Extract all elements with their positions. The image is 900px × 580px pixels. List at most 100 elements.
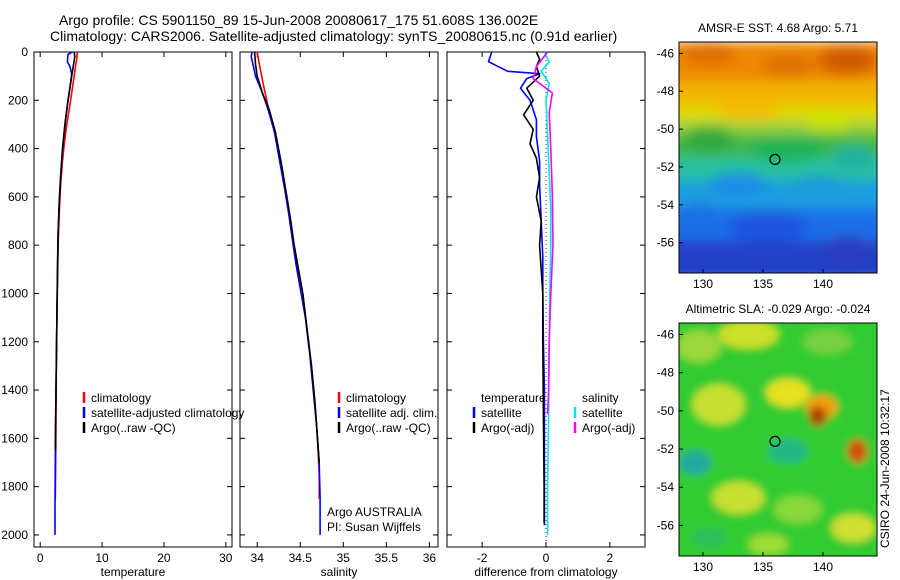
difference-xtick-label: 2 [607, 551, 614, 565]
temp-legend-2-label: Argo(..raw -QC) [91, 421, 176, 435]
sla-blob [831, 514, 876, 543]
sla-blob [808, 406, 827, 427]
depth-tick-label: 800 [8, 238, 28, 252]
sst-blob [682, 127, 735, 152]
sla-ytick-label: -48 [657, 366, 675, 380]
diff-legend-temp-sat-label: satellite [481, 406, 522, 420]
sla-ytick-label: -54 [657, 480, 675, 494]
salinity-xtick-label: 34.5 [289, 551, 313, 565]
sla-blob [712, 481, 765, 514]
sst-map-frame [678, 41, 878, 274]
sla-blob [767, 439, 808, 464]
argo-annotation-1: Argo AUSTRALIA [327, 505, 422, 519]
sla-blob [748, 534, 789, 555]
sla-map: 130 135 140 -46 -48 -50 -52 -54 -56 Altimetric SL… [657, 302, 878, 574]
sst-xtick-label: 140 [813, 277, 833, 291]
temperature-xtick-label: 30 [219, 551, 233, 565]
sst-ytick-label: -50 [657, 122, 675, 136]
diff-legend-temp-argo-label: Argo(-adj) [481, 421, 534, 435]
sla-ytick-label: -52 [657, 442, 675, 456]
temperature-xtick-label: 20 [157, 551, 171, 565]
salinity-series-argo-raw-qc- [253, 51, 320, 463]
salinity-series-satellite-adj-clim- [250, 51, 321, 535]
difference-series-temperature-argo-adj- [522, 51, 545, 523]
sla-map-title: Altimetric SLA: -0.029 Argo: -0.024 [686, 302, 871, 316]
sla-xtick-label: 130 [693, 560, 713, 574]
salinity-xlabel: salinity [321, 565, 358, 579]
salinity-xtick-label: 34 [251, 551, 265, 565]
sst-blob [831, 145, 876, 170]
depth-tick-label: 1200 [1, 335, 28, 349]
depth-tick-label: 1800 [1, 480, 28, 494]
salinity-xtick-label: 35.5 [375, 551, 399, 565]
depth-tick-label: 1400 [1, 383, 28, 397]
temperature-series-argo-raw-qc- [54, 51, 76, 451]
sst-map-title: AMSR-E SST: 4.68 Argo: 5.71 [698, 21, 858, 35]
sla-blob [773, 495, 822, 524]
sla-blob [765, 378, 810, 407]
depth-tick-label: 2000 [1, 528, 28, 542]
sla-map-frame [678, 322, 878, 557]
sla-blob [679, 450, 711, 475]
sst-xtick-label: 130 [693, 277, 713, 291]
sla-blob [690, 527, 727, 548]
sla-blob [679, 330, 721, 363]
sst-xtick-label: 135 [753, 277, 773, 291]
difference-xlabel: difference from climatology [474, 565, 617, 579]
sla-xtick-label: 135 [753, 560, 773, 574]
sst-blob [821, 235, 874, 264]
sla-blob [847, 439, 868, 464]
sst-ytick-label: -54 [657, 198, 675, 212]
depth-tick-label: 200 [8, 93, 28, 107]
sal-legend-1-label: satellite adj. clim. [346, 406, 437, 420]
argo-annotation-2: PI: Susan Wijffels [327, 520, 421, 534]
sst-ytick-label: -46 [657, 46, 675, 60]
sla-profile-marker [769, 435, 781, 448]
sst-blob [679, 203, 721, 228]
sal-legend-0-label: climatology [346, 391, 406, 405]
salinity-xtick-label: 36 [423, 551, 437, 565]
salinity-axes-frame [239, 51, 439, 548]
sst-blob [708, 173, 769, 198]
depth-tick-label: 1000 [1, 286, 28, 300]
difference-xtick-label: -2 [477, 551, 488, 565]
difference-xtick-label: 0 [543, 551, 550, 565]
sst-blob [728, 212, 809, 241]
sst-blob [718, 101, 779, 122]
sst-ytick-label: -52 [657, 160, 675, 174]
diff-legend-sal-sat-label: satellite [582, 406, 623, 420]
sla-ytick-label: -46 [657, 327, 675, 341]
sst-blob [761, 53, 814, 78]
temperature-xlabel: temperature [101, 565, 166, 579]
sst-blob [749, 134, 826, 163]
sst-blob [803, 110, 852, 131]
csiro-timestamp: CSIRO 24-Jun-2008 10:32:17 [878, 389, 892, 548]
salinity-xtick-label: 35 [337, 551, 351, 565]
depth-tick-label: 1600 [1, 431, 28, 445]
depth-tick-label: 600 [8, 190, 28, 204]
temperature-xtick-label: 10 [95, 551, 109, 565]
sla-xtick-label: 140 [813, 560, 833, 574]
difference-series-salinity-argo-adj- [532, 51, 554, 415]
temp-legend-0-label: climatology [91, 391, 151, 405]
sst-profile-marker [769, 153, 781, 165]
diff-legend-sal-title: salinity [582, 391, 619, 405]
climatology-subtitle: Climatology: CARS2006. Satellite-adjuste… [50, 28, 618, 44]
difference-series-temperature-satellite [487, 51, 546, 526]
sla-ytick-label: -56 [657, 518, 675, 532]
salinity-series-climatology [256, 51, 320, 499]
sla-blob [803, 329, 852, 354]
sla-ytick-label: -50 [657, 404, 675, 418]
sal-legend-2-label: Argo(..raw -QC) [346, 421, 431, 435]
temp-legend-1-label: satellite-adjusted climatology [91, 406, 244, 420]
sst-ytick-label: -56 [657, 236, 675, 250]
profile-title: Argo profile: CS 5901150_89 15-Jun-2008 … [59, 12, 539, 28]
sst-blob [791, 175, 844, 196]
sst-map: 130 135 140 -46 -48 -50 -52 -54 -56 AMSR-E SST: 4… [657, 21, 878, 291]
sst-ytick-label: -48 [657, 84, 675, 98]
sla-blob [718, 323, 779, 349]
sst-blob [680, 42, 737, 66]
depth-tick-label: 0 [21, 45, 28, 59]
sla-blob [692, 384, 745, 425]
